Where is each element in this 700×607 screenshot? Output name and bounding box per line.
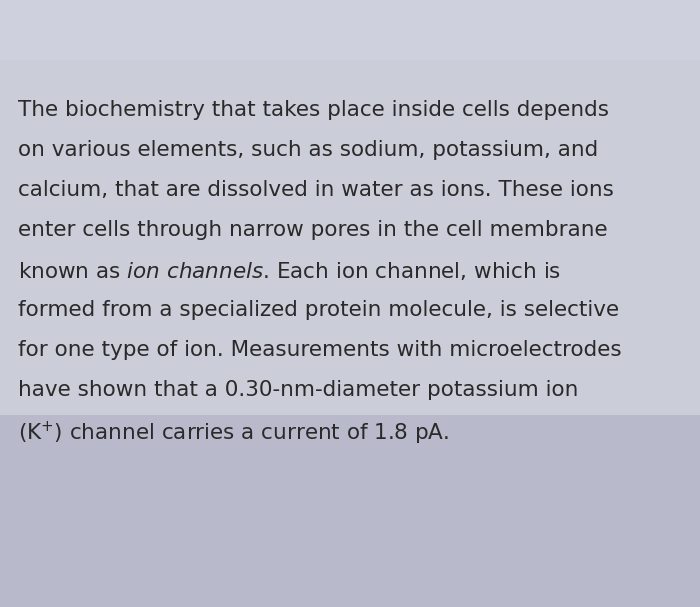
Text: known as $\mathit{ion\ channels}$. Each ion channel, which is: known as $\mathit{ion\ channels}$. Each … — [18, 260, 561, 282]
Text: calcium, that are dissolved in water as ions. These ions: calcium, that are dissolved in water as … — [18, 180, 614, 200]
Bar — [0, 0, 700, 415]
Bar — [0, 0, 700, 60]
Text: enter cells through narrow pores in the cell membrane: enter cells through narrow pores in the … — [18, 220, 608, 240]
Text: $\mathrm{(K^{+})}$ channel carries a current of 1.8 pA.: $\mathrm{(K^{+})}$ channel carries a cur… — [18, 420, 449, 447]
Text: formed from a specialized protein molecule, is selective: formed from a specialized protein molecu… — [18, 300, 619, 320]
Text: for one type of ion. Measurements with microelectrodes: for one type of ion. Measurements with m… — [18, 340, 622, 360]
Text: have shown that a 0.30-nm-diameter potassium ion: have shown that a 0.30-nm-diameter potas… — [18, 380, 578, 400]
Text: The biochemistry that takes place inside cells depends: The biochemistry that takes place inside… — [18, 100, 609, 120]
Text: on various elements, such as sodium, potassium, and: on various elements, such as sodium, pot… — [18, 140, 598, 160]
